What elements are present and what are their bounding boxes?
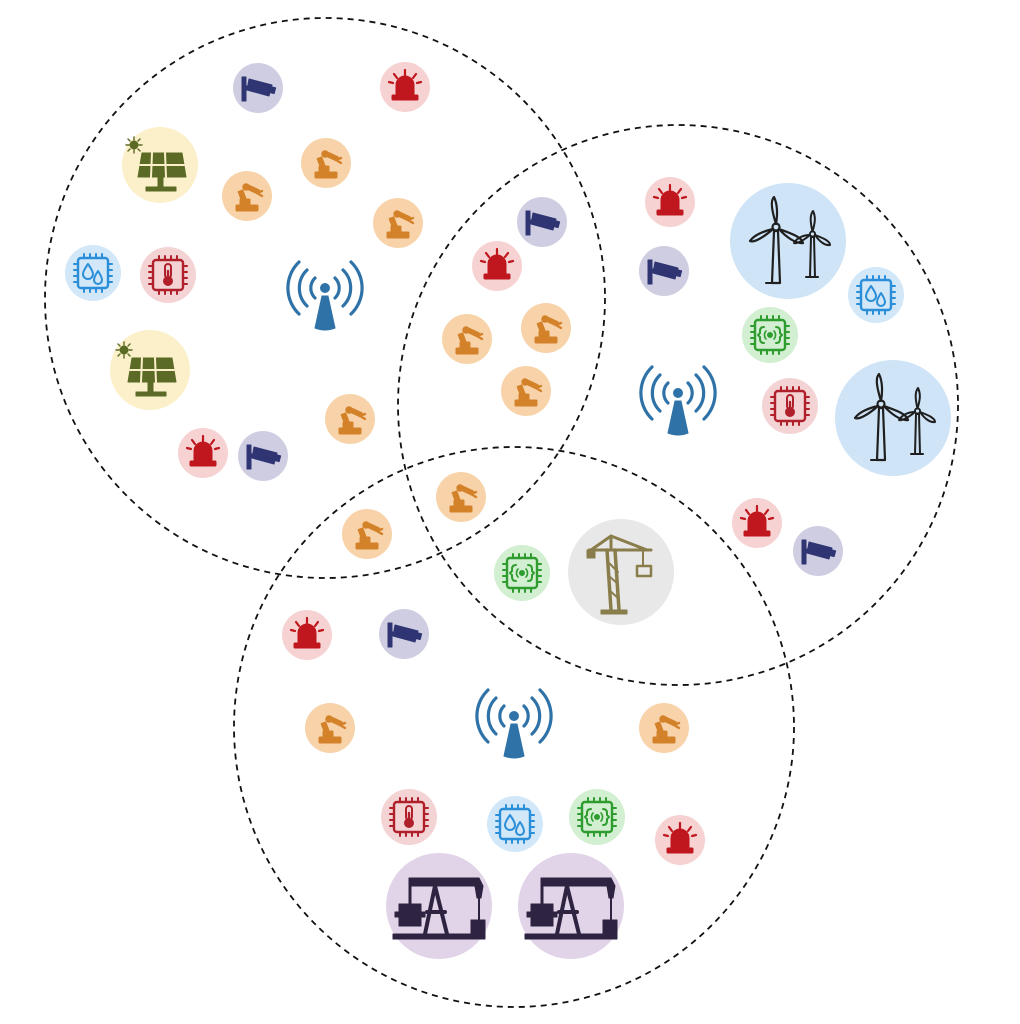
iot-chip-icon <box>494 545 550 601</box>
cctv-camera-icon <box>233 63 283 113</box>
thermometer-chip-icon <box>140 247 196 303</box>
siren-icon <box>655 815 705 865</box>
solar-panel-icon <box>122 127 198 203</box>
cctv-camera-icon <box>238 431 288 481</box>
construction-crane-icon <box>568 519 674 625</box>
robot-arm-icon <box>342 509 392 559</box>
humidity-chip-icon <box>848 267 904 323</box>
cctv-camera-icon <box>379 609 429 659</box>
cell-bottom <box>233 446 795 1008</box>
cctv-camera-icon <box>793 526 843 576</box>
humidity-chip-icon <box>65 245 121 301</box>
wind-turbine-icon <box>835 360 951 476</box>
thermometer-chip-icon <box>381 789 437 845</box>
robot-arm-icon <box>305 703 355 753</box>
antenna-icon <box>286 260 364 332</box>
robot-arm-icon <box>436 472 486 522</box>
oil-pump-icon <box>386 853 492 959</box>
coverage-cells <box>44 17 959 1008</box>
robot-arm-icon <box>639 703 689 753</box>
cell-left <box>44 17 606 579</box>
humidity-chip-icon <box>487 796 543 852</box>
siren-icon <box>282 610 332 660</box>
device-nodes <box>65 62 951 959</box>
robot-arm-icon <box>222 171 272 221</box>
oil-pump-icon <box>518 853 624 959</box>
solar-panel-icon <box>110 330 190 410</box>
thermometer-chip-icon <box>762 378 818 434</box>
robot-arm-icon <box>301 138 351 188</box>
wind-turbine-icon <box>730 183 846 299</box>
siren-icon <box>732 498 782 548</box>
siren-icon <box>645 177 695 227</box>
iot-chip-icon <box>569 789 625 845</box>
robot-arm-icon <box>373 198 423 248</box>
antenna-icon <box>639 365 717 437</box>
iot-chip-icon <box>742 307 798 363</box>
robot-arm-icon <box>501 366 551 416</box>
cctv-camera-icon <box>517 197 567 247</box>
antenna-icon <box>475 688 553 760</box>
siren-icon <box>380 62 430 112</box>
cctv-camera-icon <box>639 246 689 296</box>
siren-icon <box>178 428 228 478</box>
robot-arm-icon <box>325 394 375 444</box>
robot-arm-icon <box>521 303 571 353</box>
cell-right <box>397 124 959 686</box>
siren-icon <box>472 241 522 291</box>
robot-arm-icon <box>442 314 492 364</box>
